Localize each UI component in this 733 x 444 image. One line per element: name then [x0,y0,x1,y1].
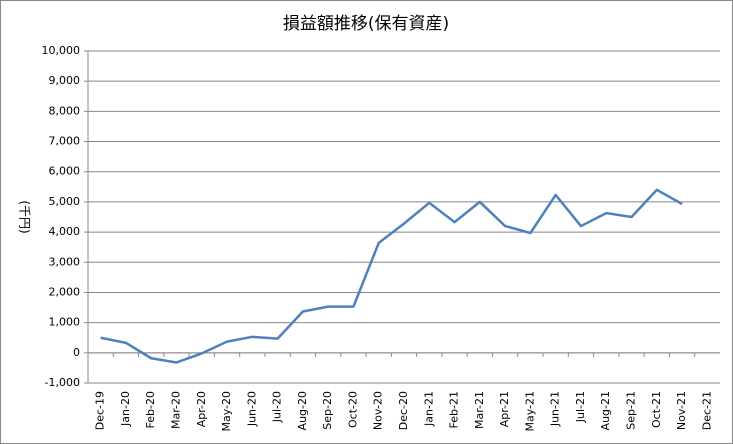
x-tick-label: Feb-21 [448,391,461,428]
y-tick-label: 2,000 [49,285,81,298]
x-tick-label: Jul-20 [271,391,284,423]
x-tick-label: Jan-20 [119,391,132,427]
x-tick-label: May-21 [523,391,536,432]
x-tick-label: Mar-21 [473,391,486,429]
x-tick-label: Aug-21 [599,391,612,430]
y-tick-label: 7,000 [49,135,81,148]
x-tick-label: Nov-21 [675,391,688,430]
y-tick-label: 8,000 [49,104,81,117]
x-tick-label: Jan-21 [422,391,435,427]
x-tick-label: Jun-20 [245,391,258,427]
x-tick-label: Apr-20 [195,391,208,427]
x-tick-label: Dec-21 [700,391,713,430]
y-tick-label: 4,000 [49,225,81,238]
x-tick-label: Dec-19 [94,391,107,430]
x-tick-label: Mar-20 [169,391,182,429]
x-tick-label: Dec-20 [397,391,410,430]
x-tick-label: Aug-20 [296,391,309,430]
x-tick-label: Jul-21 [574,391,587,423]
y-axis-label: (千円) [18,200,32,233]
x-tick-label: May-20 [220,391,233,432]
y-tick-label: 6,000 [49,165,81,178]
y-tick-label: 3,000 [49,255,81,268]
x-tick-label: Jun-21 [549,391,562,427]
y-tick-label: 1,000 [49,316,81,329]
y-tick-label: 0 [73,346,80,359]
x-tick-label: Oct-21 [650,391,663,428]
chart-title: 損益額推移(保有資産) [283,14,449,34]
x-tick-label: Feb-20 [144,391,157,428]
y-tick-label: 9,000 [49,74,81,87]
x-tick-label: Sep-21 [625,391,638,430]
x-tick-label: Oct-20 [346,391,359,428]
y-tick-label: -1,000 [45,376,80,389]
y-tick-label: 10,000 [42,44,81,57]
data-line [100,188,683,364]
y-tick-label: 5,000 [49,195,81,208]
x-tick-label: Nov-20 [372,391,385,430]
x-tick-label: Apr-21 [498,391,511,427]
x-tick-label: Sep-20 [321,391,334,430]
